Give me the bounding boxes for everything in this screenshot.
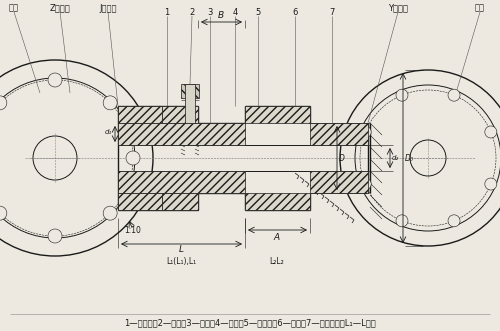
Text: L₂L₂: L₂L₂: [270, 257, 284, 266]
Text: 5: 5: [256, 8, 260, 17]
Text: 1:10: 1:10: [124, 226, 142, 235]
Text: J型轴孔: J型轴孔: [100, 4, 117, 13]
Polygon shape: [162, 106, 198, 123]
Polygon shape: [118, 171, 245, 193]
Polygon shape: [245, 193, 310, 210]
Polygon shape: [118, 106, 162, 123]
Circle shape: [448, 215, 460, 227]
Circle shape: [359, 178, 371, 190]
Text: B: B: [218, 11, 224, 20]
Circle shape: [0, 206, 7, 220]
Text: Y型轴孔: Y型轴孔: [388, 4, 408, 13]
Circle shape: [0, 96, 7, 110]
Polygon shape: [162, 193, 198, 210]
Text: 7: 7: [330, 8, 334, 17]
Text: d₁: d₁: [105, 129, 112, 135]
Bar: [185, 84, 195, 123]
Text: 3: 3: [208, 8, 212, 17]
Polygon shape: [118, 123, 245, 145]
Text: D₀: D₀: [405, 154, 414, 163]
Polygon shape: [310, 123, 368, 145]
Polygon shape: [118, 193, 162, 210]
Text: 标志: 标志: [9, 4, 19, 13]
Circle shape: [485, 178, 497, 190]
Text: 1: 1: [164, 8, 170, 17]
Circle shape: [103, 96, 117, 110]
Text: 2: 2: [190, 8, 194, 17]
Text: 4: 4: [232, 8, 237, 17]
Text: 1—制动轮；2—螺母；3—垫圈；4—挡圈；5—弹性套；6—柱销；7—半联轴器；L₁—L标准: 1—制动轮；2—螺母；3—垫圈；4—挡圈；5—弹性套；6—柱销；7—半联轴器；L…: [124, 318, 376, 327]
Polygon shape: [310, 171, 368, 193]
Text: D: D: [339, 154, 345, 163]
Bar: [181, 84, 199, 98]
Circle shape: [396, 215, 408, 227]
Circle shape: [103, 206, 117, 220]
Text: Z型轴孔: Z型轴孔: [50, 4, 70, 13]
Text: L₁(L₁),L₁: L₁(L₁),L₁: [166, 257, 196, 266]
Text: d₂: d₂: [392, 155, 399, 161]
Text: A: A: [274, 233, 280, 242]
Circle shape: [126, 151, 140, 165]
Circle shape: [48, 229, 62, 243]
Text: 标志: 标志: [475, 4, 485, 13]
Circle shape: [396, 89, 408, 101]
Polygon shape: [245, 106, 310, 123]
Text: L: L: [178, 245, 184, 254]
Circle shape: [485, 126, 497, 138]
Circle shape: [48, 73, 62, 87]
Text: 6: 6: [292, 8, 298, 17]
Circle shape: [359, 126, 371, 138]
Circle shape: [448, 89, 460, 101]
